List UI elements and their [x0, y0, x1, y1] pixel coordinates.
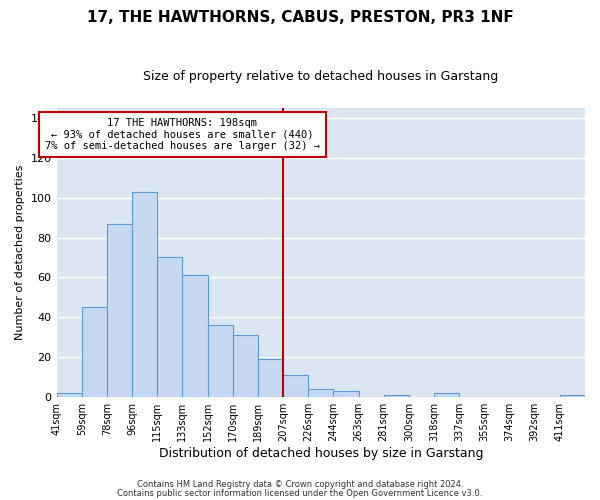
Bar: [283, 376, 308, 397]
Bar: [157, 258, 182, 397]
Bar: [208, 326, 233, 397]
Bar: [383, 395, 409, 397]
Bar: [258, 360, 283, 397]
Text: 17 THE HAWTHORNS: 198sqm
← 93% of detached houses are smaller (440)
7% of semi-d: 17 THE HAWTHORNS: 198sqm ← 93% of detach…: [45, 118, 320, 151]
Bar: [308, 389, 334, 397]
Y-axis label: Number of detached properties: Number of detached properties: [15, 165, 25, 340]
Bar: [434, 393, 459, 397]
Bar: [560, 395, 585, 397]
Bar: [334, 391, 359, 397]
X-axis label: Distribution of detached houses by size in Garstang: Distribution of detached houses by size …: [158, 447, 483, 460]
Title: Size of property relative to detached houses in Garstang: Size of property relative to detached ho…: [143, 70, 499, 83]
Text: 17, THE HAWTHORNS, CABUS, PRESTON, PR3 1NF: 17, THE HAWTHORNS, CABUS, PRESTON, PR3 1…: [86, 10, 514, 25]
Bar: [182, 276, 208, 397]
Text: Contains public sector information licensed under the Open Government Licence v3: Contains public sector information licen…: [118, 489, 482, 498]
Bar: [56, 393, 82, 397]
Bar: [132, 192, 157, 397]
Text: Contains HM Land Registry data © Crown copyright and database right 2024.: Contains HM Land Registry data © Crown c…: [137, 480, 463, 489]
Bar: [233, 336, 258, 397]
Bar: [107, 224, 132, 397]
Bar: [82, 308, 107, 397]
